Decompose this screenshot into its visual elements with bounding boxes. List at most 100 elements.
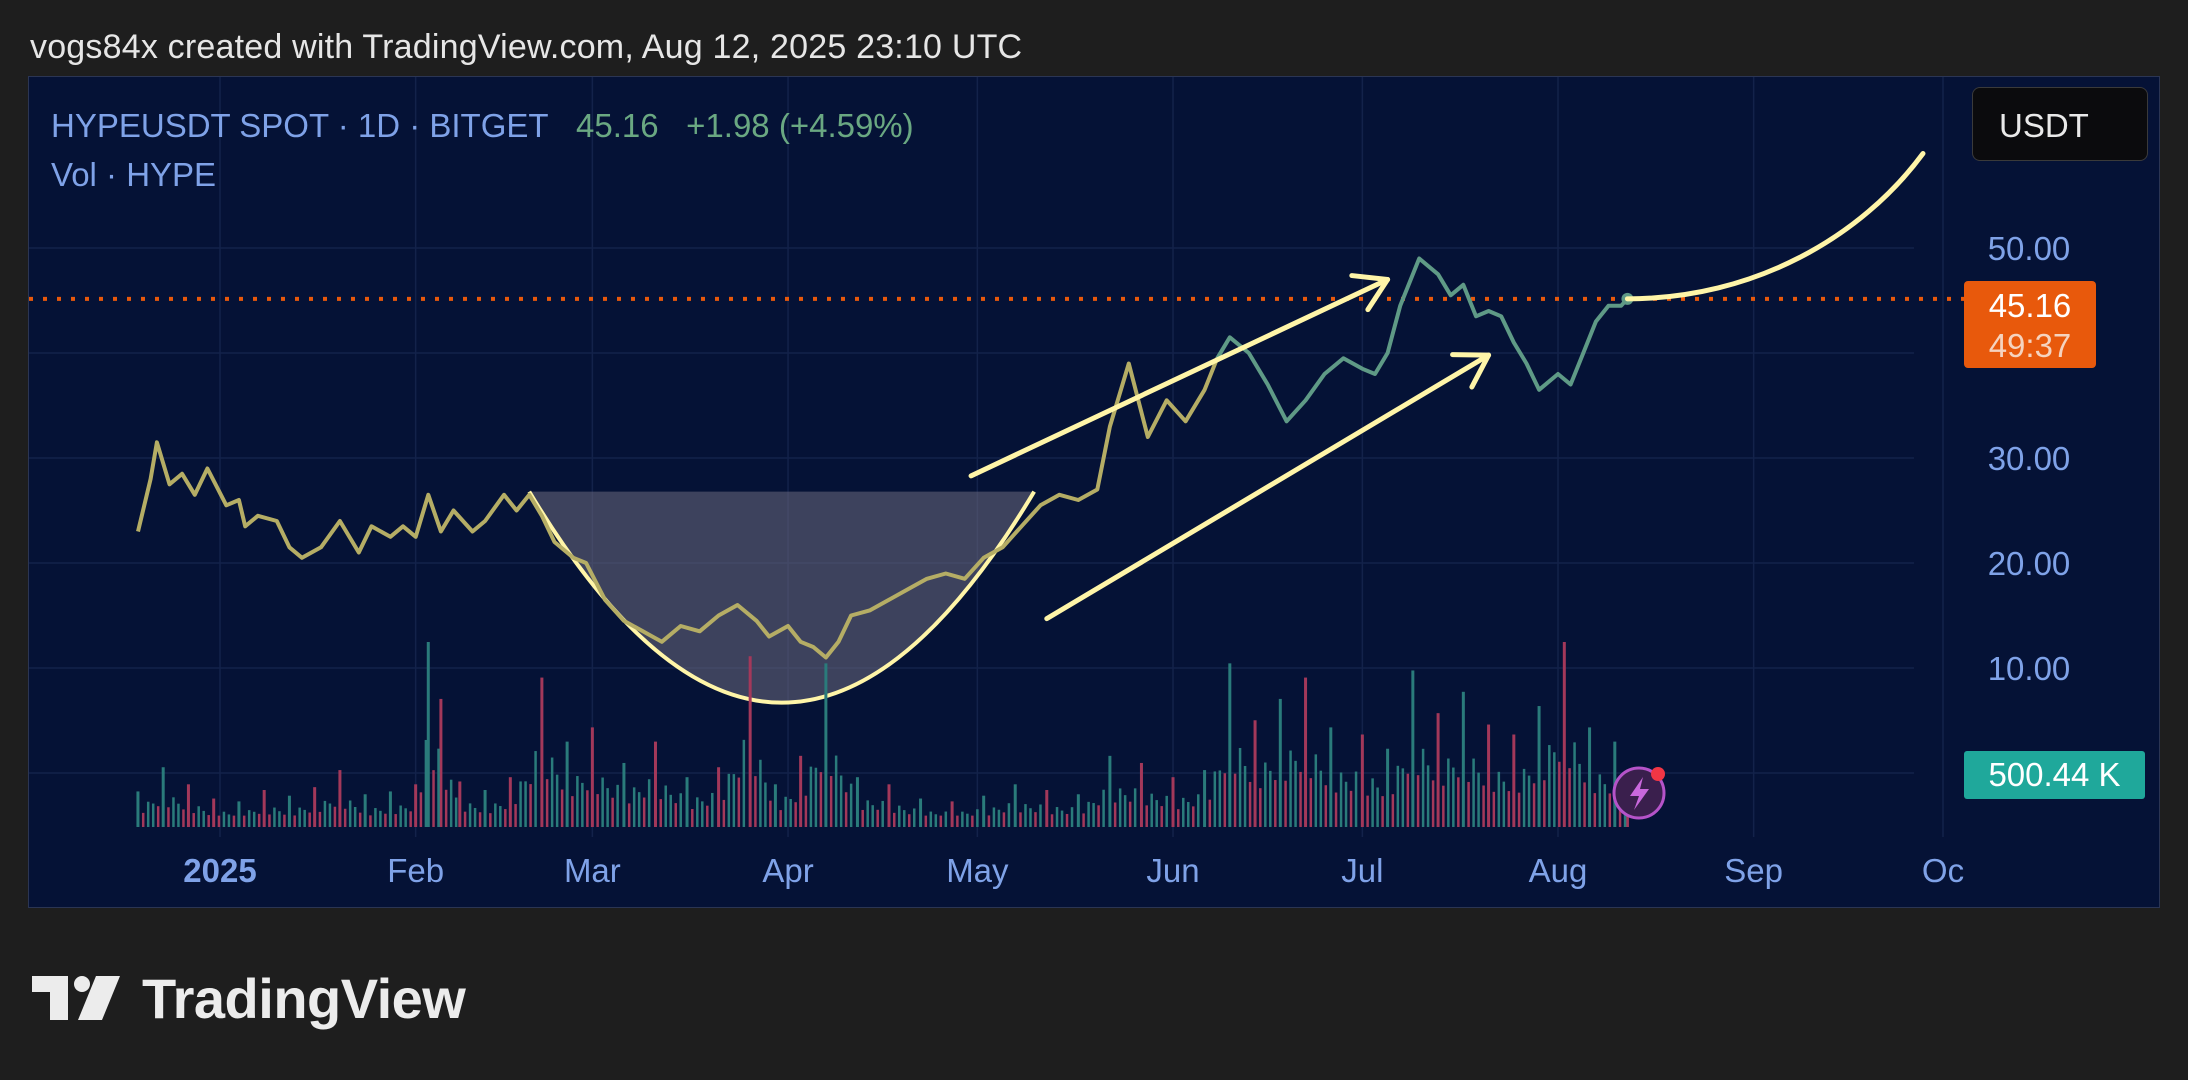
volume-bar [903,810,906,827]
volume-bar [514,804,517,827]
volume-bar [1269,770,1272,827]
volume-bar [298,807,301,827]
volume-bar [177,803,180,827]
volume-bar [664,785,667,827]
volume-bar [1309,778,1313,827]
volume-bar [571,796,574,827]
projected-curve [1624,151,1926,302]
volume-bar [1447,758,1450,827]
notification-dot [1651,767,1665,781]
upper-trend-arrow [968,273,1391,479]
y-axis: 10.00 20.00 30.00 50.00 [1988,230,2071,687]
volume-bar [156,806,160,827]
volume-bar [328,803,332,827]
bar-countdown: 49:37 [1988,327,2072,364]
volume-bar [207,815,210,827]
volume-bar [829,776,833,827]
volume-bar [252,811,256,827]
volume-bar [1253,720,1257,827]
y-tick-label: 20.00 [1988,545,2071,582]
symbol-legend[interactable]: HYPEUSDT SPOT · 1D · BITGET 45.16 +1.98 … [51,107,914,145]
symbol-title[interactable]: HYPEUSDT SPOT · 1D · BITGET [51,107,549,144]
volume-bar [394,814,397,827]
volume-bar [1517,792,1521,827]
volume-bar [182,809,185,827]
volume-bar [1007,803,1011,827]
volume-bar [242,815,246,827]
volume-bar [293,815,296,827]
volume-bar [1203,770,1207,827]
volume-bar [1171,777,1175,827]
volume-bar [555,774,559,827]
volume-bar [1467,781,1470,827]
volume-bar [1421,748,1425,827]
volume-bar [1248,781,1252,827]
volume-bar [1165,795,1168,827]
volume-bar [764,782,767,827]
tradingview-logo-icon [32,976,120,1020]
volume-bar [1401,768,1405,827]
volume-bar [379,810,382,827]
x-tick-label: 2025 [183,852,256,889]
volume-bar [1487,724,1491,827]
volume-bar [1578,763,1581,827]
volume-bar [590,727,594,827]
volume-bar [1558,761,1561,827]
volume-bar [1050,814,1054,827]
volume-bar [748,656,752,827]
volume-bar [424,739,428,827]
arrow-shaft [968,277,1391,479]
volume-bar [1553,752,1556,827]
axis-corner [1964,847,2159,907]
tradingview-logo: TradingView [32,967,466,1030]
volume-bars [136,642,1629,827]
volume-bar [1039,804,1042,827]
volume-bar [1024,804,1027,827]
volume-bar [268,814,271,827]
volume-bar [794,802,797,827]
volume-bar [358,812,362,827]
volume-bar [876,809,879,827]
volume-bar [1155,800,1158,827]
volume-bar [529,784,532,827]
volume-bar [855,777,859,827]
currency-button[interactable]: USDT [1972,87,2148,161]
volume-bar [773,784,777,827]
volume-bar [961,811,964,827]
volume-bar [834,755,838,827]
volume-bar [779,810,782,827]
volume-bar [1233,773,1237,827]
volume-bar [804,795,808,827]
volume-bar [799,755,803,827]
arrow-head [1450,352,1492,390]
volume-bar [1396,765,1400,827]
volume-bar [616,784,619,827]
volume-bar [1593,793,1597,827]
volume-bar [384,813,387,827]
volume-bar [627,803,631,827]
volume-bar [1228,663,1232,827]
volume-bar [1118,788,1122,827]
price-chart[interactable]: 10.00 20.00 30.00 50.00 2025 Feb Mar Apr May Jun… [29,77,2160,908]
volume-bar [363,794,367,827]
volume-bar [586,790,589,827]
y-tick-label: 50.00 [1988,230,2071,267]
volume-bar [1108,755,1112,827]
volume-bar [1492,791,1496,827]
volume-bar [1294,760,1297,827]
volume-bar [1289,750,1292,827]
x-tick-label: Mar [564,852,621,889]
volume-bar [1197,794,1200,827]
volume-bar [887,784,891,827]
volume-bar [519,781,522,827]
volume-bar [1274,780,1277,827]
volume-bar [1360,734,1364,827]
chart-panel[interactable]: 10.00 20.00 30.00 50.00 2025 Feb Mar Apr May Jun… [28,76,2160,908]
price-change: +1.98 (+4.59%) [686,107,914,144]
volume-bar [463,811,467,827]
x-tick-label: Jun [1146,852,1199,889]
volume-bar [1139,762,1143,827]
volume-bar [1264,762,1267,827]
volume-legend[interactable]: Vol · HYPE [51,156,217,193]
trend-annotations [968,151,1926,820]
